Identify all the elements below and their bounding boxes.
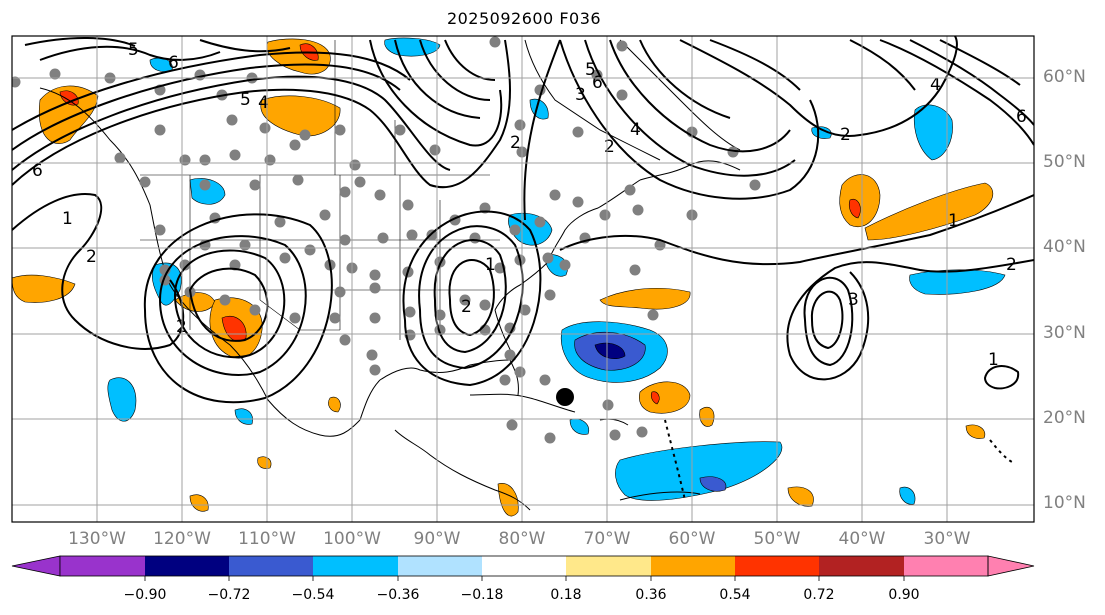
contour-label: 5 (128, 40, 139, 60)
lon-label: 120°W (153, 529, 211, 549)
map-title: 2025092600 F036 (446, 9, 602, 28)
contour-label: 4 (630, 120, 641, 140)
lon-label: 100°W (323, 529, 381, 549)
lat-label: 60°N (1043, 67, 1086, 87)
colorbar-tick-label: 0.90 (888, 587, 920, 603)
colorbar-tick-label: −0.36 (376, 587, 420, 603)
lon-label: 40°W (838, 529, 886, 549)
colorbar-swatch (145, 556, 229, 576)
lon-label: 70°W (583, 529, 631, 549)
gridlines (12, 36, 1034, 522)
colorbar-swatch (819, 556, 904, 576)
colorbar-extend-low (11, 555, 61, 577)
colorbar-swatch (229, 556, 313, 576)
contour-label: 2 (86, 247, 97, 267)
colorbar-swatch (398, 556, 482, 576)
lon-label: 30°W (923, 529, 971, 549)
contour-label: 2 (176, 317, 187, 337)
contour-label: 5 (585, 60, 596, 80)
lat-label: 50°N (1043, 152, 1086, 172)
lon-label: 130°W (68, 529, 126, 549)
lon-label: 50°W (753, 529, 801, 549)
contour-label: 4 (930, 75, 941, 95)
colorbar-tick-label: 0.18 (550, 587, 582, 603)
colorbar-swatch (313, 556, 398, 576)
lon-label: 90°W (413, 529, 461, 549)
colorbar-tick-label: 0.36 (635, 587, 667, 603)
contour-label: 6 (1016, 107, 1027, 127)
colorbar-extend-high (987, 555, 1035, 577)
colorbar-tick-label: −0.90 (123, 587, 167, 603)
contour-label: 4 (258, 93, 269, 113)
colorbar-tick-label: 0.72 (803, 587, 835, 603)
colorbar-tick-label: −0.18 (460, 587, 504, 603)
contour-label: 1 (988, 350, 999, 370)
lat-label: 20°N (1043, 408, 1086, 428)
colorbar-swatch (60, 556, 145, 576)
lon-label: 110°W (238, 529, 296, 549)
lat-label: 30°N (1043, 323, 1086, 343)
colorbar-swatch (566, 556, 651, 576)
contour-label: 1 (948, 211, 959, 231)
colorbar-swatch (651, 556, 735, 576)
contour-label: 5 (240, 90, 251, 110)
contour-label: 6 (168, 53, 179, 73)
lat-label: 40°N (1043, 237, 1086, 257)
contour-label: 2 (840, 125, 851, 145)
contour-label: 6 (592, 73, 603, 93)
colorbar-tick-label: −0.54 (291, 587, 335, 603)
lon-label: 80°W (498, 529, 546, 549)
contour-dashed (664, 419, 1013, 501)
contour-label: 3 (848, 290, 859, 310)
contour-labels: 5 6 5 4 6 1 2 2 2 1 2 2 3 4 5 6 2 1 2 1 … (32, 40, 1027, 370)
colorbar-tick-label: 0.54 (719, 587, 751, 603)
colorbar (11, 555, 1035, 581)
colorbar-swatch (735, 556, 819, 576)
contour-label: 2 (461, 297, 472, 317)
contour-label: 2 (510, 133, 521, 153)
colorbar-swatch (482, 556, 566, 576)
contour-label: 3 (575, 85, 586, 105)
map-field: 5 6 5 4 6 1 2 2 2 1 2 2 3 4 5 6 2 1 2 1 … (12, 36, 1034, 522)
lat-label: 10°N (1043, 493, 1086, 513)
contour-label: 2 (604, 137, 615, 157)
map-frame (11, 35, 1035, 523)
lon-label: 60°W (668, 529, 716, 549)
contour-label: 1 (62, 209, 73, 229)
contour-label: 1 (485, 255, 496, 275)
colorbar-tick-label: −0.72 (207, 587, 251, 603)
contour-label: 6 (32, 161, 43, 181)
contour-label: 2 (1006, 255, 1017, 275)
storm-center-marker (556, 388, 574, 406)
colorbar-swatch (904, 556, 988, 576)
